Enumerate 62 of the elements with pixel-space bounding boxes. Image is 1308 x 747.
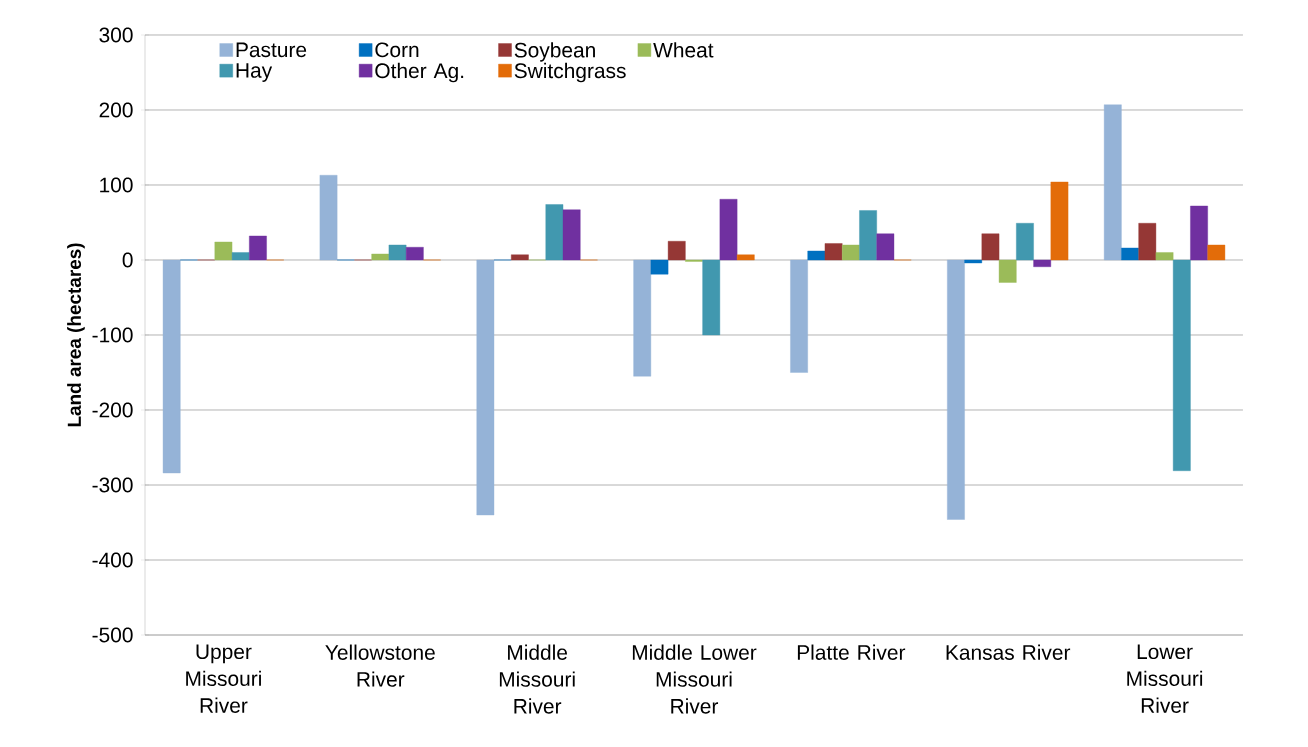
bar	[790, 259, 808, 373]
y-tick-label: -300	[92, 477, 133, 493]
bar	[842, 244, 860, 261]
x-tick-label: Yellowstone River	[325, 644, 435, 687]
bar	[1050, 181, 1069, 261]
bar	[947, 259, 965, 520]
bar	[1033, 259, 1052, 267]
bar	[476, 259, 495, 516]
bar	[371, 253, 390, 261]
y-axis-title: Land area (hectares)	[67, 243, 85, 427]
x-tick-label: Middle Missouri River	[499, 644, 575, 714]
bar	[964, 259, 983, 264]
bar	[667, 241, 686, 261]
legend-label: Hay	[236, 63, 273, 82]
bar	[511, 254, 529, 261]
bar	[214, 241, 233, 261]
bar	[1138, 223, 1157, 261]
bar	[1172, 259, 1191, 471]
bar	[1155, 252, 1174, 261]
bar	[650, 259, 669, 275]
y-tick-label: -500	[92, 627, 133, 643]
bar	[1103, 104, 1122, 261]
y-tick-label: 100	[100, 177, 133, 193]
y-tick-label: -400	[92, 552, 133, 568]
x-tick-label: Platte River	[797, 644, 906, 660]
legend-label: Switchgrass	[514, 62, 626, 83]
y-tick-label: -200	[92, 402, 133, 418]
bar	[405, 247, 424, 261]
bar	[1207, 244, 1226, 261]
x-tick-label: Middle Lower Missouri River	[632, 644, 757, 714]
y-tick-label: 0	[122, 252, 133, 268]
bar	[981, 233, 1000, 261]
bar	[859, 210, 877, 261]
legend-label: Soybean	[514, 42, 595, 62]
bar	[719, 199, 738, 261]
bar	[807, 250, 826, 261]
bar	[702, 259, 721, 336]
bar	[562, 209, 581, 261]
bar	[1121, 247, 1139, 261]
y-tick-label: -100	[92, 327, 133, 343]
bar	[249, 235, 267, 261]
bar	[231, 252, 250, 261]
x-tick-label: Kansas River	[946, 644, 1071, 660]
bar	[545, 204, 564, 261]
bar	[876, 233, 895, 261]
bar	[633, 259, 652, 377]
bar	[1190, 205, 1208, 261]
legend-label: Pasture	[236, 42, 307, 58]
bar	[162, 259, 181, 474]
legend-label: Other Ag.	[375, 62, 464, 83]
y-tick-label: 300	[99, 27, 133, 43]
bar	[1016, 223, 1034, 261]
legend-label: Corn	[375, 42, 419, 58]
y-tick-label: 200	[99, 102, 133, 118]
bar	[824, 243, 843, 261]
bar	[319, 175, 338, 261]
x-tick-label: Upper Missouri River	[186, 644, 261, 713]
bar	[998, 259, 1017, 283]
bar	[388, 244, 407, 261]
x-tick-label: Lower Missouri River	[1127, 644, 1203, 713]
bar	[736, 254, 755, 261]
legend-label: Wheat	[653, 42, 714, 58]
